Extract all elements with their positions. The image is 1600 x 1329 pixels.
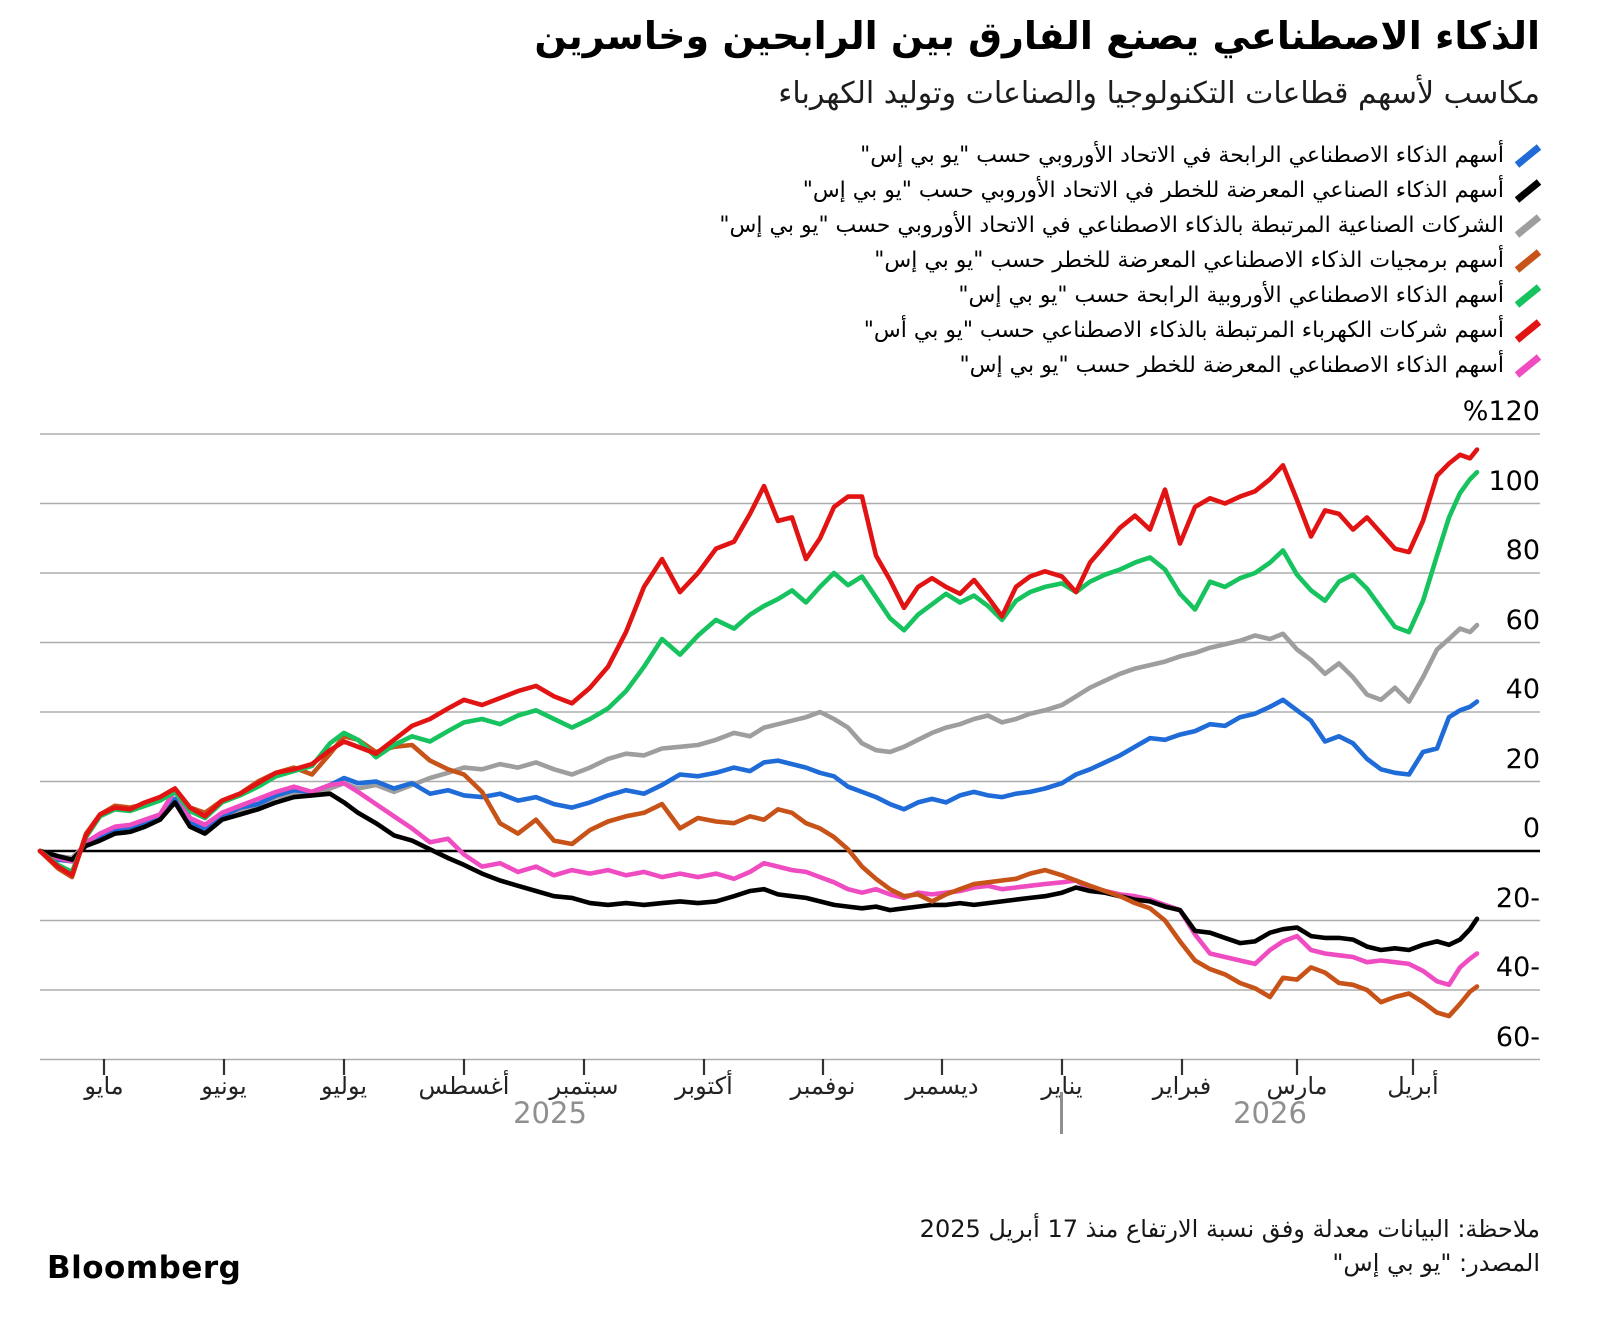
y-axis-label--20: 20- xyxy=(1495,882,1540,914)
series-line-black xyxy=(37,791,1480,953)
y-axis-label-0: 0 xyxy=(1522,813,1540,844)
series-line-gray xyxy=(37,622,1480,861)
y-axis-label--40: 40- xyxy=(1495,952,1540,983)
legend-label-orange: أسهم برمجيات الذكاء الاصطناعي المعرضة لل… xyxy=(874,248,1504,273)
series-line-green xyxy=(37,469,1480,875)
legend-item-green: أسهم الذكاء الاصطناعي الأوروبية الرابحة … xyxy=(719,278,1543,313)
legend-label-red: أسهم شركات الكهرباء المرتبطة بالذكاء الا… xyxy=(863,318,1504,343)
legend-swatch-blue-icon xyxy=(1514,143,1542,168)
y-axis-label-60: 60 xyxy=(1505,604,1540,636)
y-axis-label-20: 20 xyxy=(1505,743,1540,775)
legend-swatch-gray-icon xyxy=(1514,213,1542,238)
legend-swatch-orange-icon xyxy=(1514,248,1542,273)
year-divider-bar xyxy=(1060,1092,1063,1134)
chart-legend: أسهم الذكاء الاصطناعي الرابحة في الاتحاد… xyxy=(719,138,1543,383)
x-axis-label-2: يوليو xyxy=(320,1072,368,1100)
legend-label-blue: أسهم الذكاء الاصطناعي الرابحة في الاتحاد… xyxy=(860,143,1504,168)
legend-swatch-red-icon xyxy=(1514,318,1542,343)
x-axis-label-10: مارس xyxy=(1266,1072,1328,1100)
y-axis-label-80: 80 xyxy=(1505,535,1540,566)
footnote-source-line: المصدر: "يو بي إس" xyxy=(1332,1249,1540,1277)
legend-item-blue: أسهم الذكاء الاصطناعي الرابحة في الاتحاد… xyxy=(719,138,1543,173)
legend-label-gray: الشركات الصناعية المرتبطة بالذكاء الاصطن… xyxy=(719,213,1504,238)
y-axis-label--60: 60- xyxy=(1495,1021,1540,1053)
legend-label-green: أسهم الذكاء الاصطناعي الأوروبية الرابحة … xyxy=(958,283,1504,308)
footnote-note-line: ملاحظة: البيانات معدلة وفق نسبة الارتفاع… xyxy=(919,1215,1540,1243)
series-line-orange xyxy=(37,733,1480,1019)
x-axis-label-11: أبريل xyxy=(1387,1072,1439,1100)
x-axis-label-9: فبراير xyxy=(1152,1072,1212,1100)
x-axis-label-4: سبتمبر xyxy=(549,1072,619,1100)
x-axis-label-3: أغسطس xyxy=(418,1072,510,1100)
series-line-red xyxy=(37,447,1480,878)
y-axis-label-120: %120 xyxy=(1462,396,1540,427)
year-label-2026: 2026 xyxy=(1233,1096,1307,1130)
series-line-pink xyxy=(37,780,1480,988)
legend-item-black: أسهم الذكاء الصناعي المعرضة للخطر في الا… xyxy=(719,173,1543,208)
legend-item-gray: الشركات الصناعية المرتبطة بالذكاء الاصطن… xyxy=(719,208,1543,243)
x-axis-label-5: أكتوبر xyxy=(675,1072,733,1100)
x-axis-label-6: نوفمبر xyxy=(790,1072,856,1100)
page-title: الذكاء الاصطناعي يصنع الفارق بين الرابحي… xyxy=(534,14,1540,58)
legend-swatch-pink-icon xyxy=(1514,353,1542,378)
x-axis-label-1: يونيو xyxy=(201,1072,247,1100)
legend-label-black: أسهم الذكاء الصناعي المعرضة للخطر في الا… xyxy=(802,178,1504,203)
legend-swatch-black-icon xyxy=(1514,178,1542,203)
legend-swatch-green-icon xyxy=(1514,283,1542,308)
legend-item-pink: أسهم الذكاء الاصطناعي المعرضة للخطر حسب … xyxy=(719,348,1543,383)
legend-item-orange: أسهم برمجيات الذكاء الاصطناعي المعرضة لل… xyxy=(719,243,1543,278)
page-subtitle: مكاسب لأسهم قطاعات التكنولوجيا والصناعات… xyxy=(778,76,1540,111)
legend-label-pink: أسهم الذكاء الاصطناعي المعرضة للخطر حسب … xyxy=(959,353,1504,378)
y-axis-label-100: 100 xyxy=(1488,465,1540,497)
bloomberg-logo: Bloomberg xyxy=(47,1250,242,1286)
legend-item-red: أسهم شركات الكهرباء المرتبطة بالذكاء الا… xyxy=(719,313,1543,348)
x-axis-label-0: مايو xyxy=(84,1072,124,1100)
year-label-2025: 2025 xyxy=(513,1096,587,1130)
chart-footnote: ملاحظة: البيانات معدلة وفق نسبة الارتفاع… xyxy=(920,1212,1540,1280)
x-axis-label-7: ديسمبر xyxy=(905,1072,979,1100)
series-line-blue xyxy=(37,697,1480,864)
y-axis-label-40: 40 xyxy=(1505,674,1540,705)
